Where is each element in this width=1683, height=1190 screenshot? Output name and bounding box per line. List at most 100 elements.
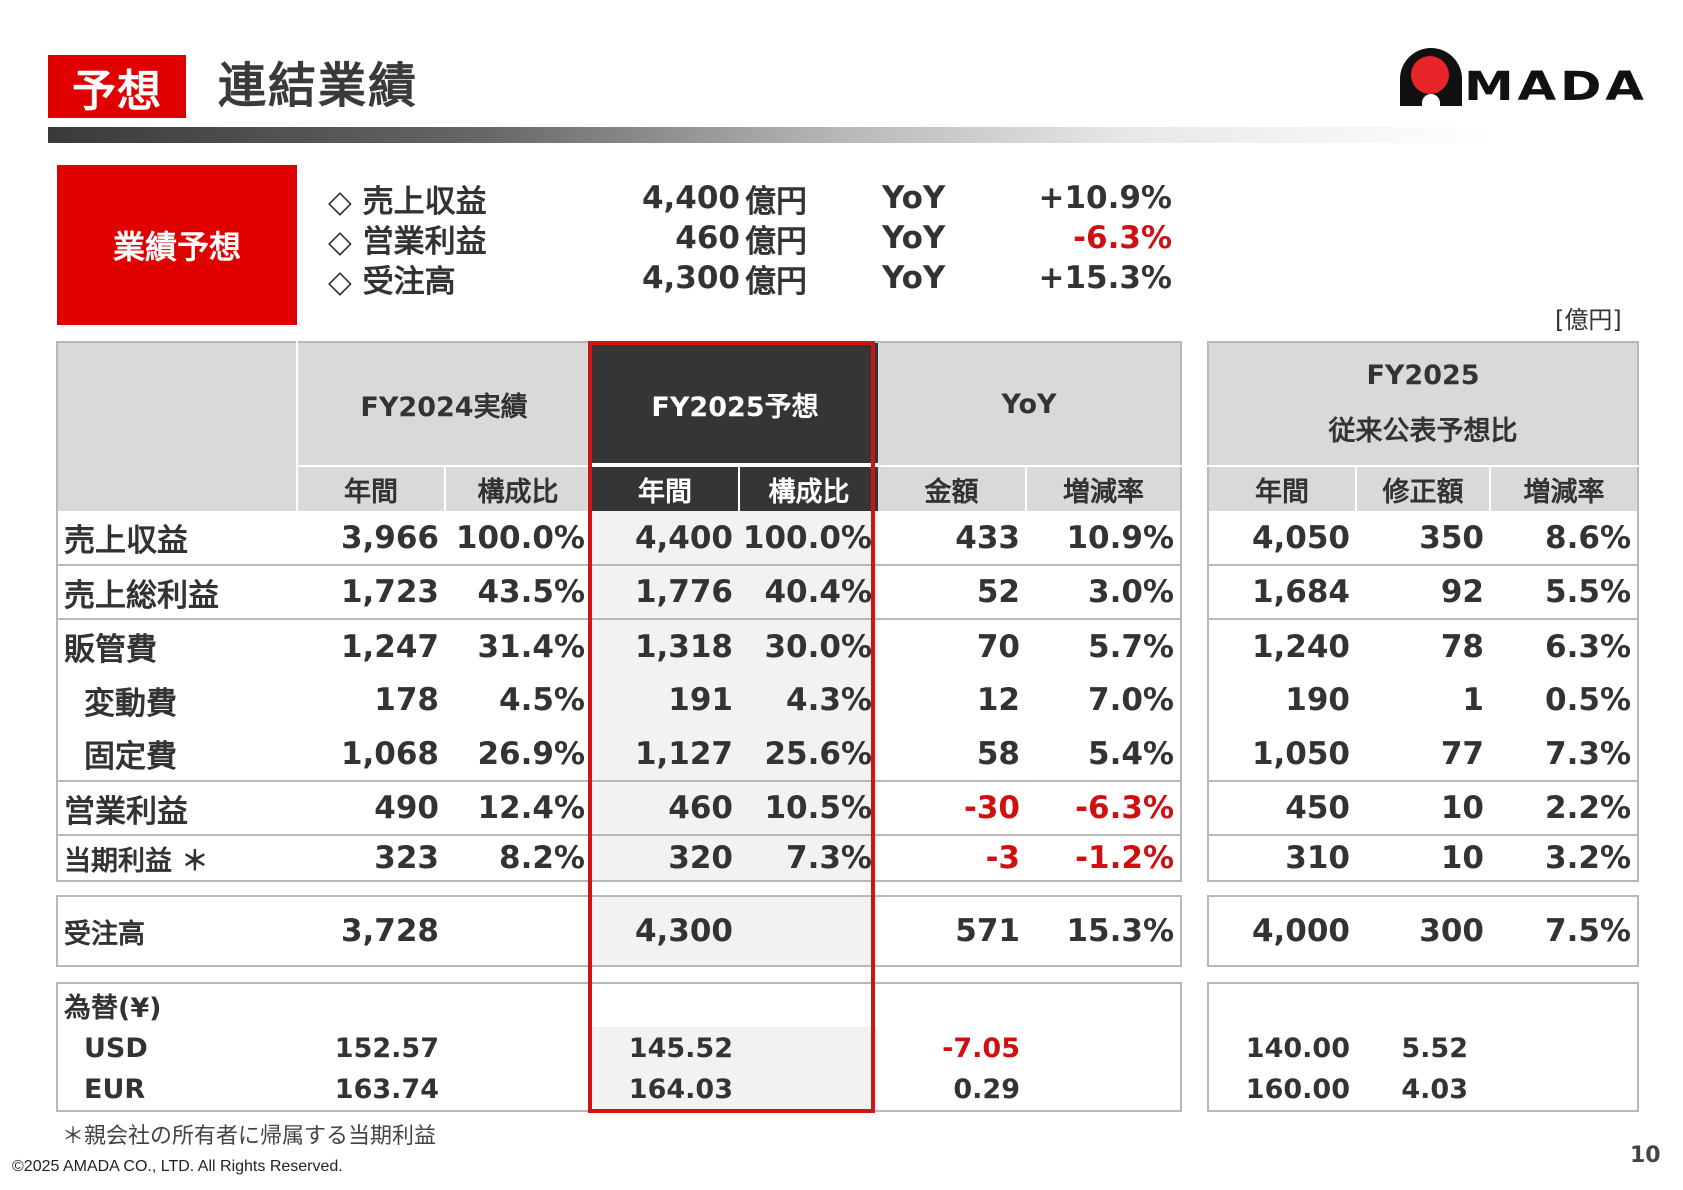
cell-fy2025-ratio: 40.4% xyxy=(739,564,878,619)
table-row: 310 10 3.2% xyxy=(1208,834,1639,881)
cell-fy2024-ratio: 12.4% xyxy=(445,780,591,835)
cell-fy2024: 1,723 xyxy=(297,564,445,619)
table-row: 1,684 92 5.5% xyxy=(1208,564,1639,619)
table-row-eur: 160.00 4.03 xyxy=(1208,1069,1638,1111)
cell-revision: 4.03 xyxy=(1401,1074,1468,1105)
main-results-table: FY2024実績 FY2025予想 YoY 年間 構成比 年間 構成比 金額 増… xyxy=(56,341,1182,882)
fx-table: 為替(¥) USD 152.57 145.52 -7.05 EUR 163.74… xyxy=(56,982,1182,1112)
cell-fy2024: 1,247 xyxy=(297,618,445,673)
col-header-yoy-rate: 増減率 xyxy=(1026,465,1181,511)
summary-rate: +15.3% xyxy=(1038,260,1172,296)
forecast-badge: 予想 xyxy=(48,55,186,118)
summary-rate: +10.9% xyxy=(1038,180,1172,216)
cell-fy2025-ratio: 7.3% xyxy=(739,834,878,881)
summary-label: ◇ 受注高 xyxy=(328,263,456,300)
group-header-fy2024: FY2024実績 xyxy=(297,342,592,466)
cell-fy2025-ratio: 25.6% xyxy=(739,727,878,781)
table-row-eur: EUR 163.74 164.03 0.29 xyxy=(57,1069,1181,1111)
cell-annual: 140.00 xyxy=(1245,1032,1350,1064)
table-row: 1,240 78 6.3% xyxy=(1208,618,1639,673)
cell-fy2024: 152.57 xyxy=(334,1032,439,1064)
cell-rate: 7.5% xyxy=(1545,913,1631,949)
row-label: 受注高 xyxy=(64,918,145,950)
summary-box-label: 業績予想 xyxy=(57,165,297,325)
cell-annual: 1,684 xyxy=(1208,564,1356,619)
row-label: 営業利益 xyxy=(57,780,297,835)
cell-revision: 300 xyxy=(1419,913,1484,949)
orders-table: 受注高 3,728 4,300 571 15.3% xyxy=(56,895,1182,967)
summary-yoy: YoY xyxy=(882,220,946,256)
summary-yoy: YoY xyxy=(882,180,946,216)
cell-yoy-amount: 70 xyxy=(878,618,1026,673)
table-row: 4,050 350 8.6% xyxy=(1208,511,1638,565)
cell-fy2024: 323 xyxy=(297,834,445,881)
row-label-header xyxy=(57,342,298,511)
cell-fy2025: 191 xyxy=(591,673,739,727)
cell-yoy-rate: -1.2% xyxy=(1026,834,1181,881)
prior-forecast-fx-table: 140.00 5.52 160.00 4.03 xyxy=(1207,982,1639,1112)
cell-fy2025-ratio: 30.0% xyxy=(739,618,878,673)
row-label: 変動費 xyxy=(84,685,177,722)
cell-rate: 5.5% xyxy=(1490,564,1639,619)
logo-text: MADA xyxy=(1464,64,1648,110)
cell-revision: 5.52 xyxy=(1401,1032,1468,1064)
group-header-fy2025: FY2025予想 xyxy=(591,342,878,466)
cell-revision: 78 xyxy=(1356,618,1490,673)
fx-label: 為替(¥) xyxy=(64,993,162,1024)
table-row: 売上総利益 1,723 43.5% 1,776 40.4% 52 3.0% xyxy=(57,564,1181,619)
cell-yoy-rate: 15.3% xyxy=(1066,913,1174,949)
row-label: 固定費 xyxy=(84,739,177,775)
row-label: 当期利益 ＊ xyxy=(57,834,297,881)
summary-label: ◇ 売上収益 xyxy=(328,183,487,220)
diamond-bullet-icon: ◇ xyxy=(328,183,352,220)
group-header-line2: 従来公表予想比 xyxy=(1328,416,1518,447)
cell-yoy-amount: -30 xyxy=(878,780,1026,835)
summary-unit: 億円 xyxy=(745,183,807,220)
summary-line-orders: ◇ 受注高 4,300 億円 YoY +15.3% xyxy=(0,258,1683,300)
cell-annual: 190 xyxy=(1285,682,1350,718)
cell-yoy-rate: 7.0% xyxy=(1088,682,1174,718)
page-number: 10 xyxy=(1630,1143,1661,1168)
copyright: ©2025 AMADA CO., LTD. All Rights Reserve… xyxy=(12,1158,343,1175)
row-label: EUR xyxy=(84,1074,146,1105)
cell-rate: 8.6% xyxy=(1545,519,1632,556)
col-header-annual: 年間 xyxy=(1208,465,1357,511)
cell-fy2025: 1,318 xyxy=(591,618,739,673)
col-header-yoy-amount: 金額 xyxy=(878,465,1027,511)
table-row: 固定費 1,068 26.9% 1,127 25.6% 58 5.4% xyxy=(57,727,1181,781)
cell-fy2025-ratio: 10.5% xyxy=(739,780,878,835)
cell-rate: 0.5% xyxy=(1545,682,1632,718)
summary-label: ◇ 営業利益 xyxy=(328,223,487,260)
cell-yoy-rate: 10.9% xyxy=(1066,519,1174,556)
cell-fy2024-ratio: 100.0% xyxy=(455,519,585,556)
group-header-fy2025-prior: FY2025 従来公表予想比 xyxy=(1208,342,1639,466)
cell-fy2024: 163.74 xyxy=(334,1074,439,1105)
row-label: USD xyxy=(84,1032,148,1064)
diamond-bullet-icon: ◇ xyxy=(328,263,352,300)
table-row: 190 1 0.5% xyxy=(1208,673,1638,727)
summary-rate: -6.3% xyxy=(1073,220,1172,256)
col-header-rate: 増減率 xyxy=(1490,465,1639,511)
summary-unit: 億円 xyxy=(745,263,807,300)
table-row: 変動費 178 4.5% 191 4.3% 12 7.0% xyxy=(57,673,1181,727)
footnote: ＊親会社の所有者に帰属する当期利益 xyxy=(62,1124,437,1149)
cell-rate: 2.2% xyxy=(1490,780,1639,835)
cell-fy2025: 4,400 xyxy=(591,511,739,565)
cell-yoy-rate: -6.3% xyxy=(1026,780,1181,835)
cell-fy2025-ratio: 4.3% xyxy=(739,673,878,727)
cell-annual: 4,000 xyxy=(1251,913,1350,949)
group-header-yoy: YoY xyxy=(878,342,1181,466)
cell-annual: 1,050 xyxy=(1251,735,1350,772)
summary-line-operating-profit: ◇ 営業利益 460 億円 YoY -6.3% xyxy=(0,218,1683,260)
summary-line-revenue: ◇ 売上収益 4,400 億円 YoY +10.9% xyxy=(0,178,1683,220)
page-title: 連結業績 xyxy=(218,58,419,114)
col-header-revision: 修正額 xyxy=(1356,465,1491,511)
table-row: 1,050 77 7.3% xyxy=(1208,727,1638,781)
prior-forecast-orders-table: 4,000 300 7.5% xyxy=(1207,895,1639,967)
table-row-orders: 4,000 300 7.5% xyxy=(1208,896,1638,966)
summary-unit: 億円 xyxy=(745,223,807,260)
table-row-usd: 140.00 5.52 xyxy=(1208,1027,1638,1069)
prior-forecast-table: FY2025 従来公表予想比 年間 修正額 増減率 4,050 350 8.6%… xyxy=(1207,341,1640,882)
cell-fy2024-ratio: 26.9% xyxy=(477,735,585,772)
cell-fy2024-ratio: 31.4% xyxy=(445,618,591,673)
